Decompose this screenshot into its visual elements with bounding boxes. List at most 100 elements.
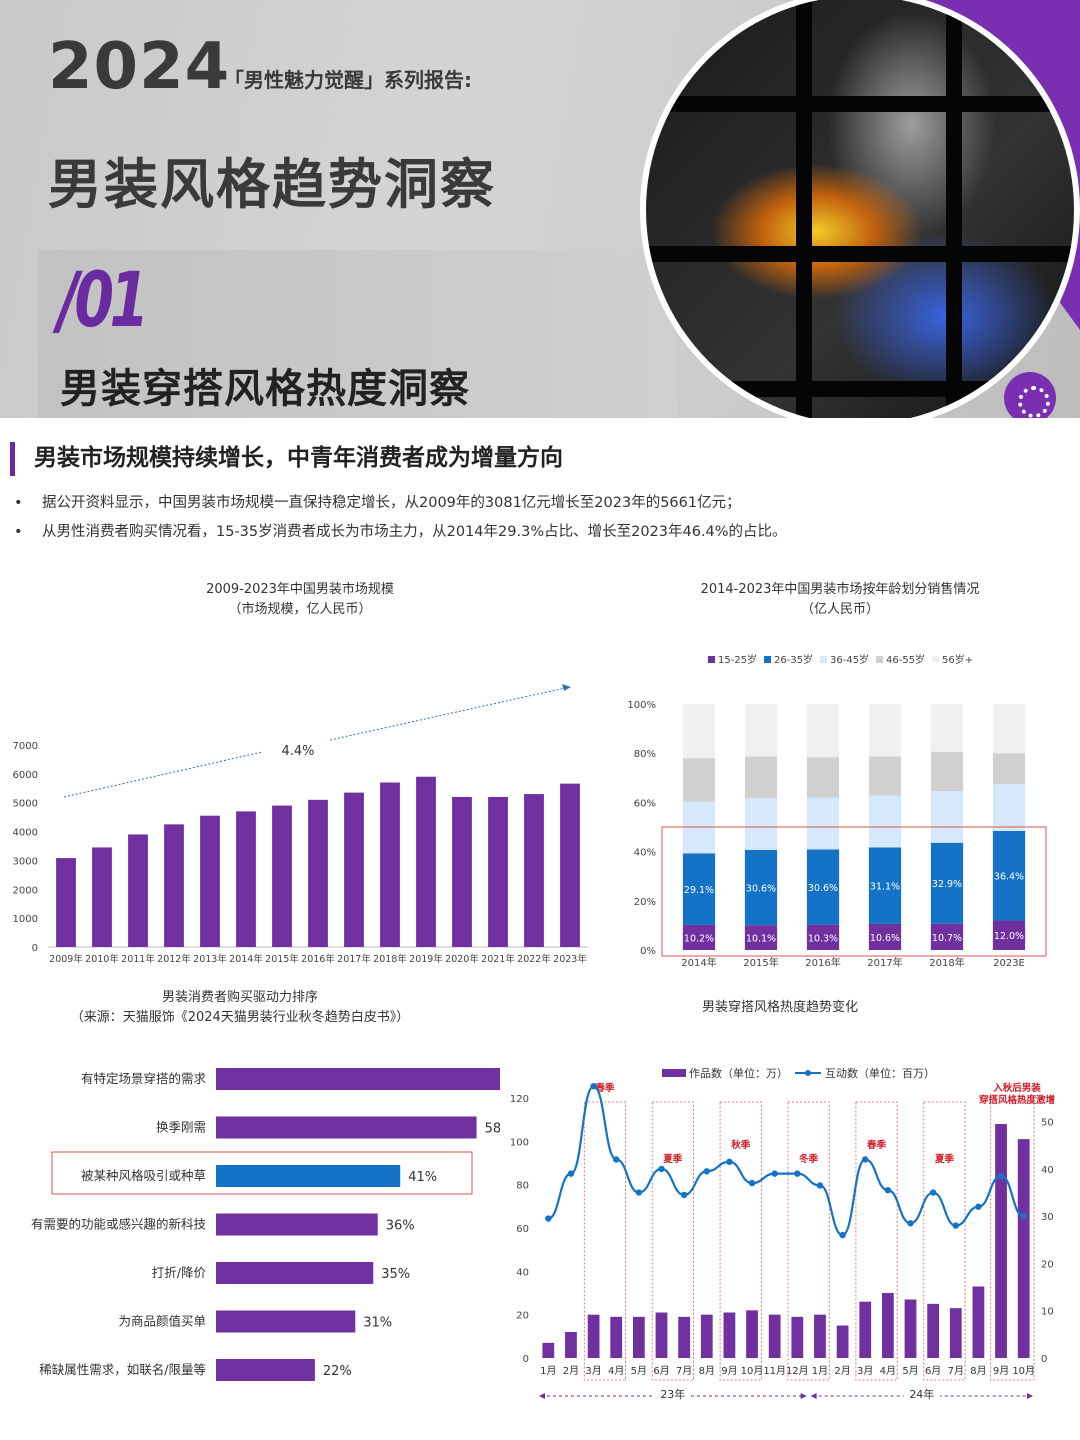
segment-data-label: 10.3% bbox=[808, 933, 838, 944]
stacked-segment bbox=[806, 757, 840, 798]
category-label: 打折/降价 bbox=[152, 1265, 207, 1280]
stacked-segment bbox=[992, 830, 1026, 921]
x-tick-label: 12月 bbox=[786, 1365, 809, 1377]
right-y-tick-label: 50 bbox=[1041, 1118, 1054, 1129]
hero-title: 男装风格趋势洞察 bbox=[48, 153, 496, 216]
bar bbox=[995, 1124, 1007, 1358]
bar bbox=[200, 815, 220, 947]
bullet-text: 从男性消费者购买情况看，15-35岁消费者成长为市场主力，从2014年29.3%… bbox=[42, 524, 787, 540]
x-tick-label: 8月 bbox=[970, 1365, 986, 1377]
bullet-text: 据公开资料显示，中国男装市场规模一直保持稳定增长，从2009年的3081亿元增长… bbox=[42, 495, 741, 511]
section-title: 男装穿搭风格热度洞察 bbox=[60, 366, 470, 412]
segment-data-label: 31.1% bbox=[870, 882, 900, 893]
left-y-tick-label: 60 bbox=[516, 1224, 529, 1235]
chart2-title-block: 2014-2023年中国男装市场按年龄划分销售情况 （亿人民币） bbox=[640, 580, 1040, 620]
bar bbox=[723, 1312, 736, 1358]
right-y-tick-label: 30 bbox=[1041, 1212, 1054, 1223]
bar bbox=[216, 1359, 315, 1381]
hero-year: 2024 bbox=[48, 30, 231, 104]
left-y-tick-label: 80 bbox=[516, 1181, 529, 1192]
trend-arrow-line bbox=[329, 687, 566, 741]
stacked-segment bbox=[930, 842, 964, 924]
bar-value-label: 35% bbox=[381, 1267, 410, 1282]
season-label: 夏季 bbox=[662, 1153, 683, 1165]
season-box bbox=[855, 1101, 898, 1381]
bar bbox=[452, 796, 472, 947]
line-point bbox=[907, 1220, 914, 1227]
season-box bbox=[651, 1101, 694, 1381]
bar bbox=[488, 796, 508, 947]
segment-data-label: 29.1% bbox=[684, 885, 714, 896]
bar bbox=[92, 847, 112, 947]
x-tick-label: 9月 bbox=[721, 1365, 737, 1377]
x-tick-label: 2017年 bbox=[337, 953, 371, 965]
chart3-title: 男装消费者购买驱动力排序 bbox=[161, 990, 318, 1005]
x-tick-label: 2023年 bbox=[553, 953, 587, 965]
x-tick-label: 10月 bbox=[1012, 1365, 1035, 1377]
x-tick-label: 2019年 bbox=[409, 953, 443, 965]
bar bbox=[216, 1310, 356, 1333]
season-label: 春季 bbox=[866, 1139, 887, 1151]
y-tick-label: 6000 bbox=[13, 770, 38, 781]
bar bbox=[128, 834, 148, 947]
line-point bbox=[975, 1203, 982, 1210]
x-tick-label: 2023E bbox=[993, 958, 1025, 969]
annotation-label: 穿搭风格热度激增 bbox=[979, 1094, 1055, 1106]
stacked-segment bbox=[992, 753, 1026, 785]
trend-arrow-head-icon bbox=[562, 684, 571, 691]
x-tick-label: 2020年 bbox=[445, 953, 479, 965]
category-label: 有需要的功能或感兴趣的新科技 bbox=[31, 1217, 207, 1232]
x-tick-label: 2016年 bbox=[301, 953, 335, 965]
category-label: 有特定场景穿搭的需求 bbox=[81, 1071, 207, 1086]
hero-series: 「男性魅力觉醒」系列报告: bbox=[224, 68, 472, 92]
bar-value-label: 31% bbox=[363, 1316, 392, 1331]
y-tick-label: 0% bbox=[640, 946, 656, 957]
season-label: 春季 bbox=[594, 1082, 615, 1094]
left-y-tick-label: 20 bbox=[516, 1311, 529, 1322]
bar bbox=[380, 782, 400, 947]
right-y-tick-label: 10 bbox=[1041, 1307, 1054, 1318]
x-tick-label: 2015年 bbox=[743, 956, 778, 969]
bar bbox=[216, 1165, 401, 1187]
chart4-title-block: 男装穿搭风格热度趋势变化 bbox=[600, 998, 960, 1018]
bar bbox=[524, 794, 544, 947]
legend-label: 互动数（单位：百万） bbox=[825, 1066, 935, 1080]
stacked-segment bbox=[992, 920, 1026, 950]
segment-data-label: 10.1% bbox=[746, 934, 776, 945]
bar bbox=[565, 1332, 577, 1358]
stacked-segment bbox=[806, 924, 840, 950]
x-tick-label: 2018年 bbox=[929, 956, 964, 969]
season-box bbox=[583, 1101, 626, 1381]
bar bbox=[587, 1314, 600, 1358]
stacked-segment bbox=[744, 756, 778, 799]
stacked-segment bbox=[868, 704, 902, 757]
stacked-segment bbox=[682, 704, 716, 759]
legend-label: 15-25岁 bbox=[718, 653, 757, 666]
stacked-segment bbox=[806, 797, 840, 850]
stacked-segment bbox=[806, 849, 840, 925]
x-tick-label: 2018年 bbox=[373, 953, 407, 965]
bar bbox=[791, 1316, 804, 1358]
line-point bbox=[997, 1172, 1005, 1180]
line-point bbox=[748, 1179, 756, 1187]
bar bbox=[949, 1308, 962, 1358]
bullet-mark: • bbox=[14, 495, 23, 511]
legend-label: 作品数（单位：万） bbox=[689, 1066, 788, 1080]
line-point bbox=[613, 1156, 620, 1163]
bar bbox=[927, 1303, 940, 1358]
arrow-left-icon bbox=[810, 1393, 817, 1399]
season-label: 秋季 bbox=[730, 1139, 751, 1151]
stacked-segment bbox=[806, 704, 840, 758]
x-tick-label: 2016年 bbox=[805, 956, 840, 969]
bar bbox=[216, 1116, 477, 1139]
x-tick-label: 3月 bbox=[585, 1365, 601, 1377]
y-tick-label: 20% bbox=[634, 897, 656, 908]
left-y-tick-label: 0 bbox=[523, 1354, 529, 1365]
x-tick-label: 2月 bbox=[563, 1365, 579, 1377]
y-tick-label: 4000 bbox=[13, 828, 38, 839]
bullet-mark: • bbox=[14, 524, 23, 540]
right-y-tick-label: 0 bbox=[1041, 1354, 1047, 1365]
stacked-segment bbox=[992, 704, 1026, 754]
logo-badge-icon bbox=[1004, 372, 1056, 418]
